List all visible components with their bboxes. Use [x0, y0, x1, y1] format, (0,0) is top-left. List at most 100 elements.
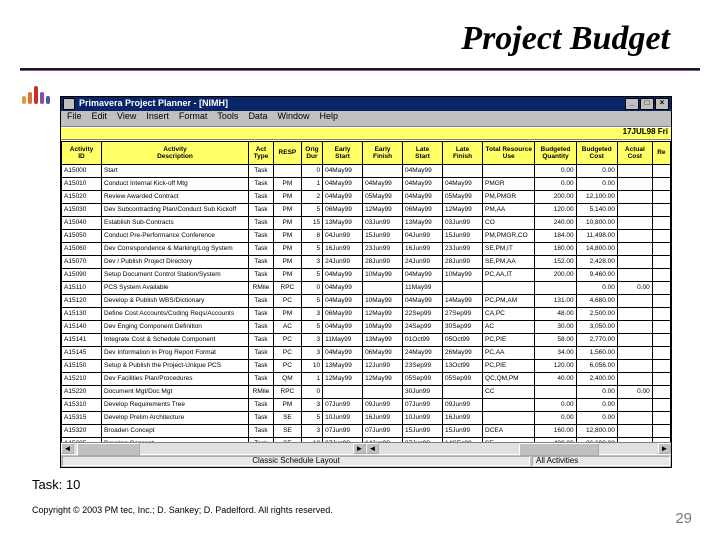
cell[interactable]: Dev Information in Prog Report Format: [102, 347, 249, 360]
cell[interactable]: PM: [273, 243, 301, 256]
cell[interactable]: 11,498.00: [576, 230, 617, 243]
cell[interactable]: [363, 386, 403, 399]
cell[interactable]: 0.00: [576, 165, 617, 178]
cell[interactable]: [535, 282, 576, 295]
cell[interactable]: 3: [301, 308, 322, 321]
cell[interactable]: [483, 412, 535, 425]
cell[interactable]: Establish Sub-Contracts: [102, 217, 249, 230]
cell[interactable]: 05Sep99: [403, 373, 443, 386]
cell[interactable]: 10May99: [363, 269, 403, 282]
cell[interactable]: A15130: [62, 308, 102, 321]
table-row[interactable]: A15315Develop Prelim ArchitectureTaskSE5…: [62, 412, 671, 425]
cell[interactable]: 04May99: [323, 347, 363, 360]
table-row[interactable]: A15320Broaden ConceptTaskSE307Jun9907Jun…: [62, 425, 671, 438]
scroll-left-icon[interactable]: ◄: [61, 443, 74, 454]
cell[interactable]: 0.00: [535, 178, 576, 191]
cell[interactable]: 5,140.00: [576, 204, 617, 217]
cell[interactable]: A15220: [62, 386, 102, 399]
cell[interactable]: 5: [301, 295, 322, 308]
horizontal-scrollbar[interactable]: ◄ ► ◄ ►: [61, 442, 671, 454]
cell[interactable]: [652, 269, 670, 282]
cell[interactable]: 12May99: [363, 373, 403, 386]
menu-help[interactable]: Help: [319, 112, 338, 125]
cell[interactable]: Document Mgt/Doc Mgt: [102, 386, 249, 399]
cell[interactable]: A15110: [62, 282, 102, 295]
cell[interactable]: 2: [301, 191, 322, 204]
cell[interactable]: Dev Facilities Plan/Procedures: [102, 373, 249, 386]
close-button[interactable]: ×: [655, 98, 669, 110]
cell[interactable]: [617, 321, 652, 334]
cell[interactable]: PM: [273, 308, 301, 321]
cell[interactable]: 13Oct99: [443, 360, 483, 373]
cell[interactable]: PC: [273, 360, 301, 373]
cell[interactable]: [652, 425, 670, 438]
cell[interactable]: 04May99: [323, 165, 363, 178]
col-header[interactable]: ActType: [249, 142, 274, 165]
cell[interactable]: [652, 165, 670, 178]
cell[interactable]: [652, 256, 670, 269]
cell[interactable]: [617, 191, 652, 204]
cell[interactable]: Conduct Pre-Performance Conference: [102, 230, 249, 243]
cell[interactable]: [443, 282, 483, 295]
cell[interactable]: [363, 282, 403, 295]
cell[interactable]: [617, 230, 652, 243]
cell[interactable]: [617, 256, 652, 269]
cell[interactable]: Task: [249, 191, 274, 204]
cell[interactable]: 12May99: [443, 204, 483, 217]
cell[interactable]: A15060: [62, 243, 102, 256]
cell[interactable]: [617, 334, 652, 347]
cell[interactable]: [617, 217, 652, 230]
cell[interactable]: 13May99: [403, 217, 443, 230]
cell[interactable]: 24Jun99: [403, 256, 443, 269]
cell[interactable]: CC: [483, 386, 535, 399]
cell[interactable]: A15090: [62, 269, 102, 282]
table-row[interactable]: A15141Integrate Cost & Schedule Componen…: [62, 334, 671, 347]
cell[interactable]: 24May99: [403, 347, 443, 360]
col-header[interactable]: RESP: [273, 142, 301, 165]
cell[interactable]: 03Jun99: [363, 217, 403, 230]
cell[interactable]: PCS System Available: [102, 282, 249, 295]
cell[interactable]: Task: [249, 399, 274, 412]
cell[interactable]: A15070: [62, 256, 102, 269]
cell[interactable]: PMGR: [483, 178, 535, 191]
cell[interactable]: 07Jun99: [323, 425, 363, 438]
cell[interactable]: Conduct Internal Kick-off Mtg: [102, 178, 249, 191]
cell[interactable]: [363, 165, 403, 178]
cell[interactable]: AC: [273, 321, 301, 334]
cell[interactable]: 14,800.00: [576, 243, 617, 256]
cell[interactable]: 120.00: [535, 204, 576, 217]
activity-grid[interactable]: ActivityIDActivityDescriptionActTypeRESP…: [61, 140, 671, 442]
cell[interactable]: 05May99: [363, 191, 403, 204]
cell[interactable]: PC,AA,IT: [483, 269, 535, 282]
cell[interactable]: 40.00: [535, 373, 576, 386]
cell[interactable]: 0.00: [576, 412, 617, 425]
scroll-left-icon-2[interactable]: ◄: [366, 443, 379, 454]
cell[interactable]: 2,770.00: [576, 334, 617, 347]
cell[interactable]: [652, 373, 670, 386]
cell[interactable]: 10May99: [363, 321, 403, 334]
table-row[interactable]: A15120Develop & Publish WBS/DictionaryTa…: [62, 295, 671, 308]
cell[interactable]: 0.00: [576, 282, 617, 295]
cell[interactable]: Task: [249, 334, 274, 347]
cell[interactable]: 0.00: [576, 399, 617, 412]
cell[interactable]: [617, 204, 652, 217]
table-row[interactable]: A15060Dev Correspondence & Marking/Log S…: [62, 243, 671, 256]
menu-insert[interactable]: Insert: [146, 112, 169, 125]
cell[interactable]: 30Jun99: [403, 386, 443, 399]
cell[interactable]: 0.00: [617, 282, 652, 295]
cell[interactable]: 3: [301, 256, 322, 269]
cell[interactable]: [652, 230, 670, 243]
cell[interactable]: Task: [249, 204, 274, 217]
cell[interactable]: 04May99: [323, 191, 363, 204]
cell[interactable]: 12May99: [323, 373, 363, 386]
cell[interactable]: 01Oct99: [403, 334, 443, 347]
cell[interactable]: 13May99: [323, 360, 363, 373]
table-row[interactable]: A15020Review Awarded ContractTaskPM204Ma…: [62, 191, 671, 204]
cell[interactable]: [652, 295, 670, 308]
cell[interactable]: 15Jun99: [443, 230, 483, 243]
cell[interactable]: 04May99: [403, 295, 443, 308]
cell[interactable]: PC,PIE: [483, 360, 535, 373]
cell[interactable]: A15020: [62, 191, 102, 204]
cell[interactable]: 12,100.00: [576, 191, 617, 204]
col-header[interactable]: BudgetedQuantity: [535, 142, 576, 165]
